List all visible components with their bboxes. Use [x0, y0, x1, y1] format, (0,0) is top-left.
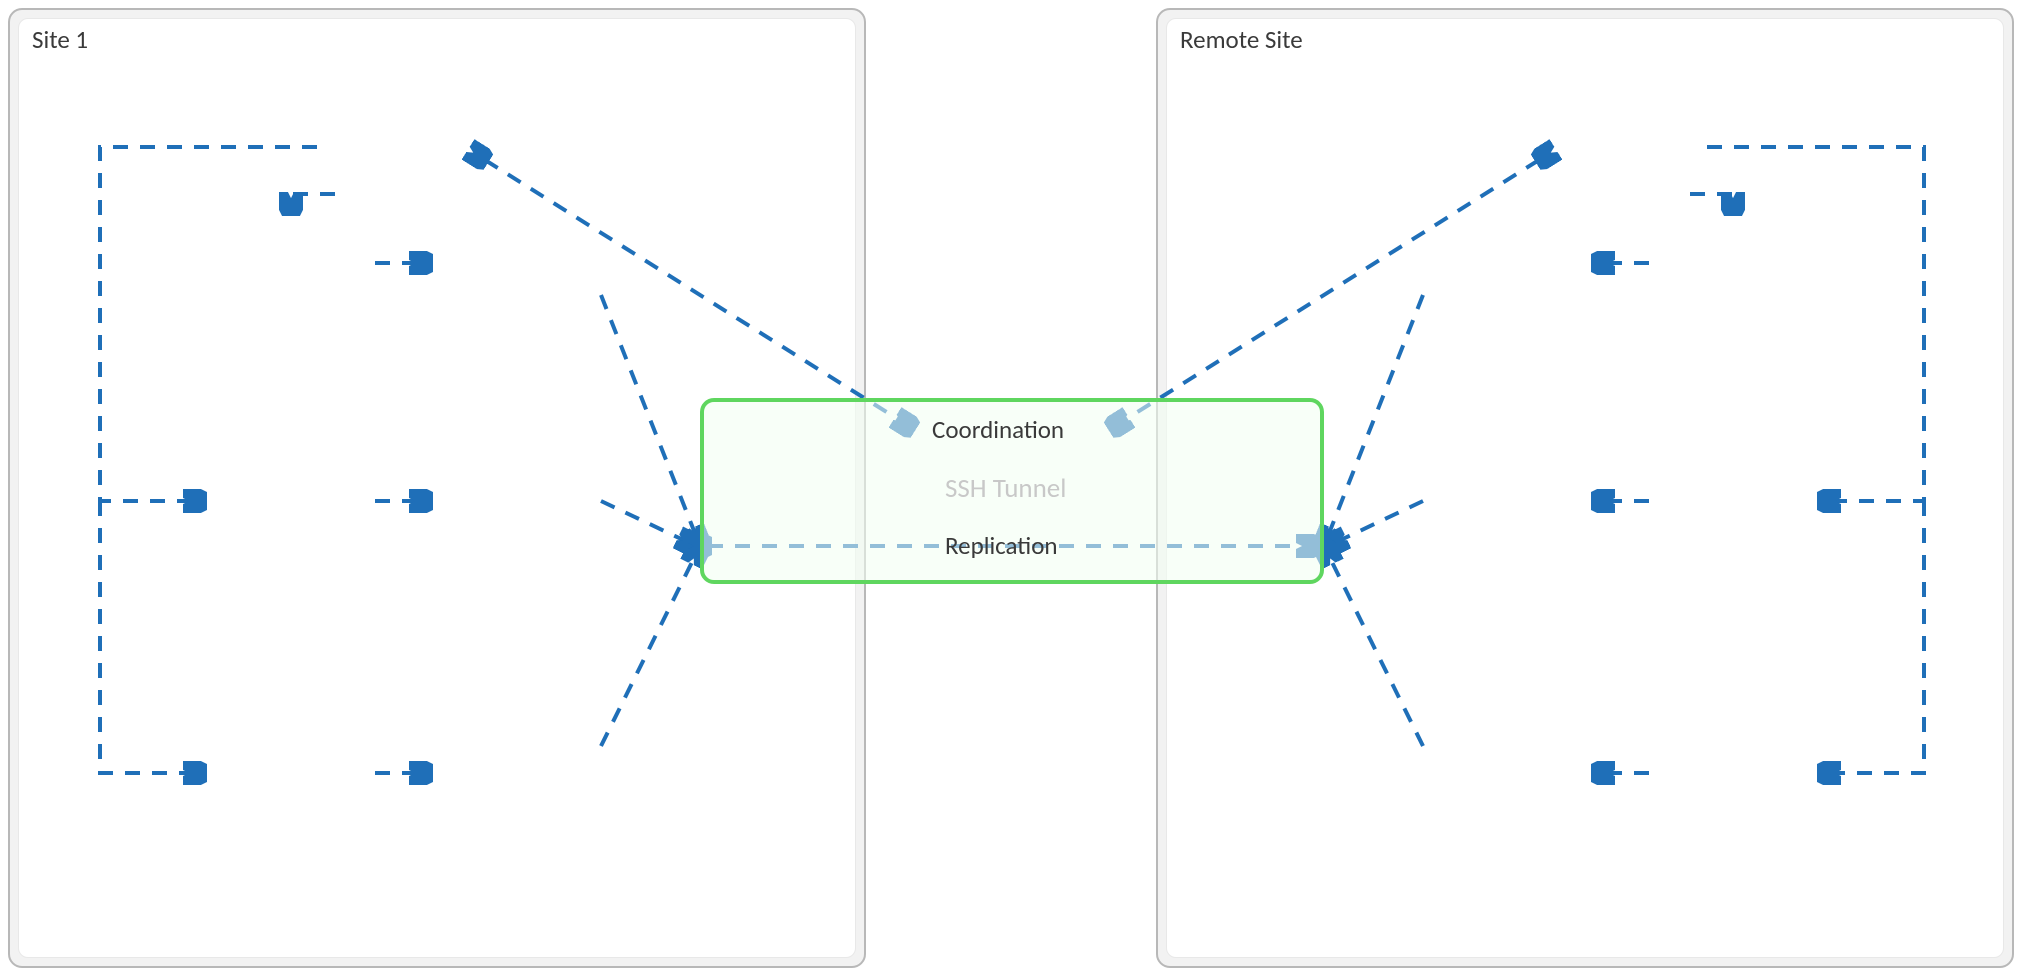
site-left-label: Site 1 — [32, 24, 88, 55]
site-right-label: Remote Site — [1180, 24, 1303, 55]
tunnel-replication: Replication — [945, 530, 1058, 561]
tunnel-ssh: SSH Tunnel — [945, 472, 1066, 505]
tunnel-coordination: Coordination — [932, 414, 1064, 445]
